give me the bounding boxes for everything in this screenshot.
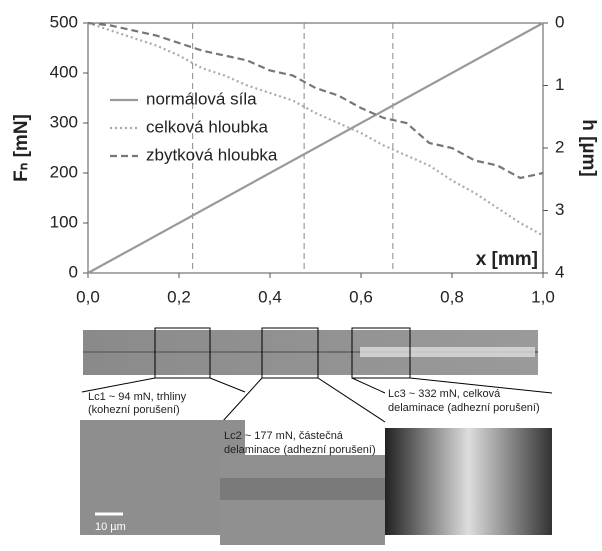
zoom-box <box>261 327 319 379</box>
y-tick-label: 300 <box>50 112 78 131</box>
connector <box>221 377 263 423</box>
micrograph <box>385 428 552 535</box>
x-tick-label: 0,6 <box>349 287 373 306</box>
legend-label: celková hloubka <box>146 117 268 136</box>
series-line <box>87 21 544 237</box>
y-tick-label: 100 <box>50 212 78 231</box>
legend-label: zbytková hloubka <box>146 145 278 164</box>
panel-label: delaminace (adhezní porušení) <box>224 444 376 456</box>
scale-label: 10 µm <box>95 521 126 533</box>
y-tick-label: 0 <box>69 262 78 281</box>
y2-tick-label: 0 <box>555 12 564 31</box>
y-tick-label: 200 <box>50 162 78 181</box>
y-tick-label: 400 <box>50 62 78 81</box>
connector <box>409 377 553 394</box>
y-axis-label: Fₙ [mN] <box>11 114 32 182</box>
series-line <box>87 21 544 180</box>
micrograph <box>80 420 245 535</box>
x-tick-label: 0,4 <box>258 287 282 306</box>
x-tick-label: 0,8 <box>440 287 464 306</box>
x-tick-label: 0,2 <box>167 287 191 306</box>
panel-label: Lc1 ~ 94 mN, trhliny <box>88 391 187 403</box>
y2-tick-label: 3 <box>555 200 564 219</box>
series-line <box>87 22 544 274</box>
panel-label: (kohezní porušení) <box>88 404 180 416</box>
delamination <box>360 347 535 357</box>
connector <box>81 377 156 393</box>
zoom-box <box>154 327 211 379</box>
panel-label: delaminace (adhezní porušení) <box>388 402 540 414</box>
legend-label: normálová síla <box>146 89 257 108</box>
zoom-box <box>351 327 411 379</box>
y2-axis-label: h [µm] <box>578 119 599 176</box>
connector <box>209 377 246 393</box>
panel-label: Lc3 ~ 332 mN, celková <box>388 388 501 400</box>
x-axis-label: x [mm] <box>476 249 538 270</box>
connector <box>351 377 386 394</box>
connector <box>317 377 386 423</box>
x-tick-label: 0,0 <box>76 287 100 306</box>
micrographs: 10 µm Lc1 ~ 94 mN, trhliny (kohezní poru… <box>80 327 553 545</box>
y-tick-label: 500 <box>50 12 78 31</box>
y2-tick-label: 4 <box>555 262 564 281</box>
scratch-track <box>220 478 385 500</box>
y2-tick-label: 2 <box>555 137 564 156</box>
panel-label: Lc2 ~ 177 mN, částečná <box>224 430 344 442</box>
x-tick-label: 1,0 <box>531 287 555 306</box>
y2-tick-label: 1 <box>555 75 564 94</box>
